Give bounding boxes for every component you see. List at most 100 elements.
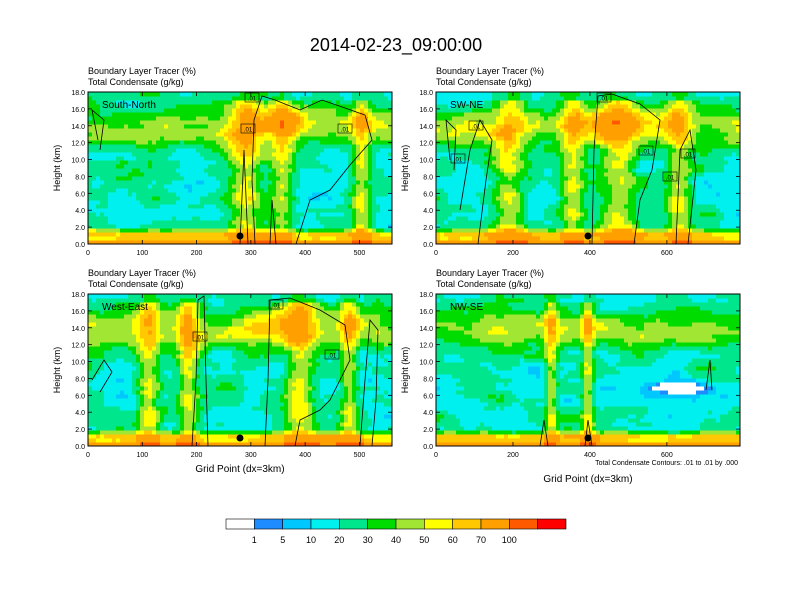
heatmap-cell — [472, 172, 477, 177]
heatmap-cell — [312, 228, 317, 233]
heatmap-cell — [216, 236, 221, 241]
heatmap-cell — [368, 92, 373, 97]
heatmap-cell — [644, 180, 649, 185]
heatmap-cell — [156, 204, 161, 209]
heatmap-cell — [556, 196, 561, 201]
heatmap-cell — [200, 128, 205, 133]
heatmap-cell — [340, 136, 345, 141]
heatmap-cell — [212, 240, 217, 244]
heatmap-cell — [360, 232, 365, 237]
heatmap-cell — [556, 96, 561, 101]
heatmap-cell — [356, 144, 361, 149]
heatmap-cell — [288, 196, 293, 201]
heatmap-cell — [628, 116, 633, 121]
heatmap-cell — [508, 204, 513, 209]
heatmap-cell — [276, 184, 281, 189]
heatmap-cell — [508, 124, 513, 129]
heatmap-cell — [200, 196, 205, 201]
heatmap-cell — [524, 228, 529, 233]
heatmap-cell — [376, 152, 381, 157]
heatmap-cell — [116, 228, 121, 233]
heatmap-cell — [140, 212, 145, 217]
heatmap-cell — [536, 184, 541, 189]
heatmap-cell — [480, 224, 485, 229]
heatmap-cell — [288, 228, 293, 233]
heatmap-cell — [232, 236, 237, 241]
heatmap-cell — [188, 156, 193, 161]
heatmap-cell — [452, 104, 457, 109]
heatmap-cell — [180, 104, 185, 109]
heatmap-cell — [244, 144, 249, 149]
heatmap-cell — [504, 180, 509, 185]
heatmap-cell — [484, 208, 489, 213]
heatmap-cell — [640, 232, 645, 237]
heatmap-cell — [176, 104, 181, 109]
heatmap-cell — [120, 176, 125, 181]
heatmap-cell — [232, 144, 237, 149]
heatmap-cell — [116, 168, 121, 173]
heatmap-cell — [444, 228, 449, 233]
heatmap-cell — [620, 188, 625, 193]
heatmap-cell — [308, 160, 313, 165]
heatmap-cell — [520, 104, 525, 109]
heatmap-cell — [444, 148, 449, 153]
heatmap-cell — [172, 220, 177, 225]
heatmap-cell — [512, 140, 517, 145]
heatmap-cell — [528, 120, 533, 125]
heatmap-cell — [544, 92, 549, 97]
heatmap-cell — [520, 232, 525, 237]
heatmap-cell — [184, 128, 189, 133]
heatmap-cell — [300, 116, 305, 121]
heatmap-cell — [496, 228, 501, 233]
heatmap-cell — [488, 240, 493, 244]
heatmap-cell — [472, 112, 477, 117]
heatmap-cell — [580, 108, 585, 113]
heatmap-cell — [608, 140, 613, 145]
heatmap-cell — [452, 216, 457, 221]
heatmap-cell — [524, 96, 529, 101]
heatmap-cell — [160, 120, 165, 125]
heatmap-cell — [496, 204, 501, 209]
heatmap-cell — [444, 232, 449, 237]
heatmap-cell — [324, 216, 329, 221]
heatmap-cell — [156, 212, 161, 217]
heatmap-cell — [140, 108, 145, 113]
heatmap-cell — [576, 224, 581, 229]
heatmap-cell — [152, 176, 157, 181]
heatmap-cell — [580, 92, 585, 97]
heatmap-cell — [284, 172, 289, 177]
heatmap-cell — [116, 212, 121, 217]
heatmap-cell — [324, 192, 329, 197]
heatmap-cell — [616, 120, 621, 125]
heatmap-cell — [336, 176, 341, 181]
heatmap-cell — [488, 228, 493, 233]
heatmap-cell — [536, 212, 541, 217]
heatmap-cell — [508, 236, 513, 241]
heatmap-cell — [596, 108, 601, 113]
heatmap-cell — [444, 196, 449, 201]
heatmap-cell — [180, 120, 185, 125]
heatmap-cell — [508, 216, 513, 221]
heatmap-cell — [576, 96, 581, 101]
heatmap-cell — [180, 160, 185, 165]
heatmap-cell — [624, 136, 629, 141]
heatmap-cell — [508, 200, 513, 205]
heatmap-cell — [120, 164, 125, 169]
heatmap-cell — [292, 104, 297, 109]
heatmap-cell — [284, 104, 289, 109]
heatmap-cell — [620, 124, 625, 129]
heatmap-cell — [508, 140, 513, 145]
heatmap-cell — [304, 132, 309, 137]
heatmap-cell — [364, 192, 369, 197]
heatmap-cell — [480, 160, 485, 165]
heatmap-cell — [316, 168, 321, 173]
heatmap-cell — [532, 92, 537, 97]
heatmap-cell — [544, 232, 549, 237]
heatmap-cell — [156, 148, 161, 153]
heatmap-cell — [136, 140, 141, 145]
heatmap-cell — [208, 188, 213, 193]
heatmap-cell — [524, 212, 529, 217]
heatmap-cell — [436, 172, 441, 177]
heatmap-cell — [204, 192, 209, 197]
heatmap-cell — [604, 208, 609, 213]
